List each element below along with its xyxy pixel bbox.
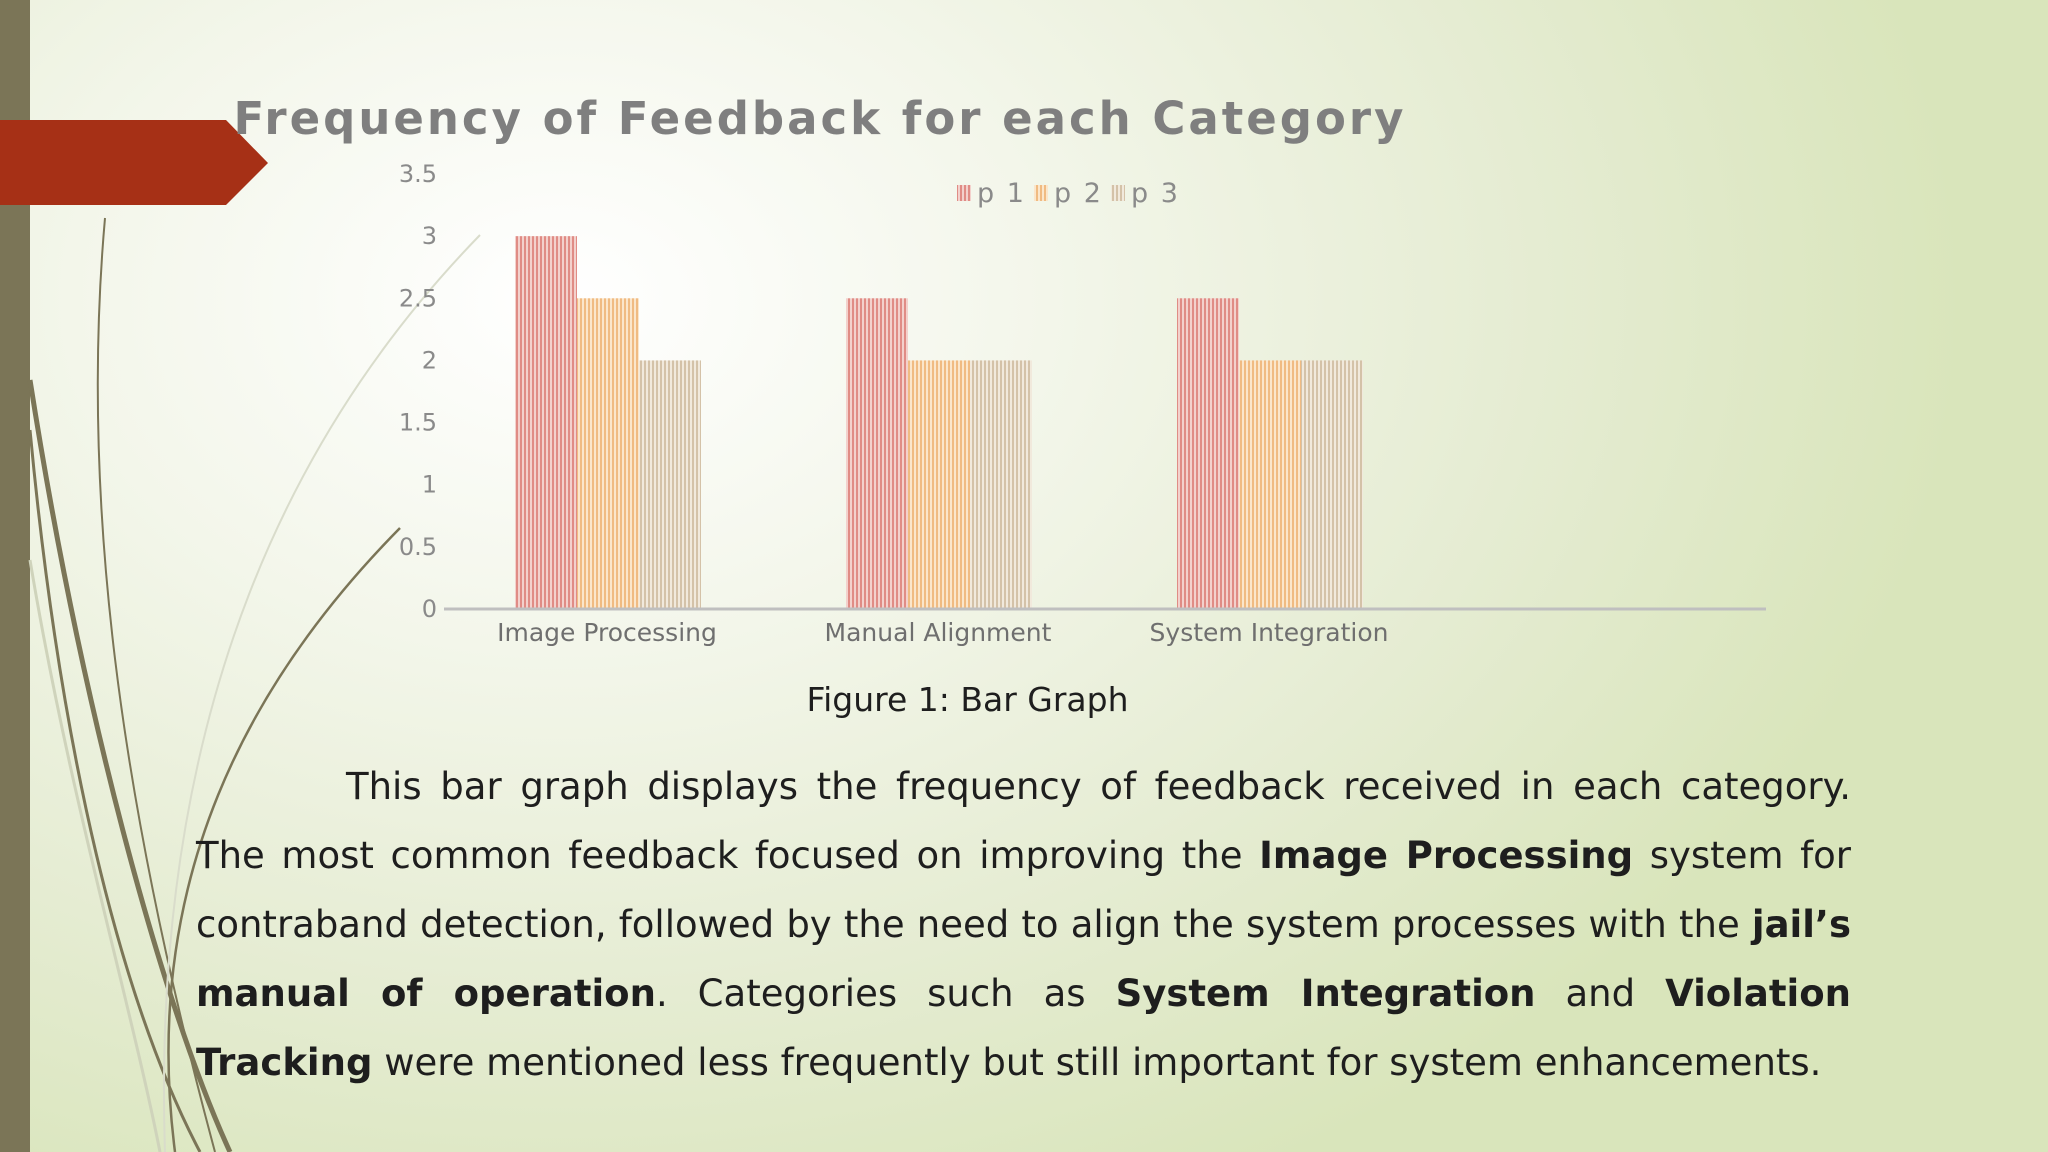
bar-image-processing-series-3 [639,360,701,609]
legend-swatch [1034,185,1048,201]
legend-label: p 2 [1054,178,1103,209]
figure-caption: Figure 1: Bar Graph [806,680,1129,719]
legend-label: p 3 [1131,178,1180,209]
para-bold-image-processing: Image Processing [1259,834,1634,877]
y-tick-label: 2 [422,346,437,374]
x-axis: Image Processing Manual Alignment System I… [497,618,1388,647]
legend-label: p 1 [977,178,1026,209]
x-category-label: Manual Alignment [825,618,1052,647]
para-bold-system-integration: System Integration [1115,972,1536,1015]
legend-swatch [1111,185,1125,201]
bar-image-processing-series-2 [577,298,639,609]
bar-system-integration-series-3 [1301,360,1363,609]
para-bold-manual: jail’s manual of operation [196,903,1851,1015]
para-bold-violation-tracking: Violation Tracking [196,972,1851,1084]
y-tick-label: 3 [422,222,437,250]
y-tick-label: 2.5 [399,284,437,312]
bar-manual-alignment-series-2 [908,360,970,609]
y-tick-label: 0.5 [399,533,437,561]
y-axis: 0 0.5 1 1.5 2 2.5 3 3.5 [399,160,437,623]
bars [515,236,1363,609]
para-text-5: were mentioned less frequently but still… [372,1041,1822,1084]
arrow-banner [0,120,268,205]
y-tick-label: 1 [422,471,437,499]
y-tick-label: 0 [422,595,437,623]
bar-image-processing-series-1 [515,236,577,609]
bar-system-integration-series-2 [1239,360,1301,609]
bar-manual-alignment-series-3 [970,360,1032,609]
y-tick-label: 3.5 [399,160,437,188]
bar-system-integration-series-1 [1177,298,1239,609]
chart-title: Frequency of Feedback for each Category [234,92,1407,145]
bar-manual-alignment-series-1 [846,298,908,609]
y-tick-label: 1.5 [399,409,437,437]
para-text-4: and [1535,972,1666,1015]
para-text-3: . Categories such as [655,972,1116,1015]
legend-swatch [957,185,971,201]
x-category-label: Image Processing [497,618,717,647]
description-paragraph: This bar graph displays the frequency of… [196,752,1851,1097]
para-text-1: This bar graph displays the frequency of… [196,765,1851,877]
x-category-label: System Integration [1150,618,1389,647]
legend: p 1 p 2 p 3 [957,178,1180,209]
para-text-2: system for contraband detection, followe… [196,834,1851,946]
